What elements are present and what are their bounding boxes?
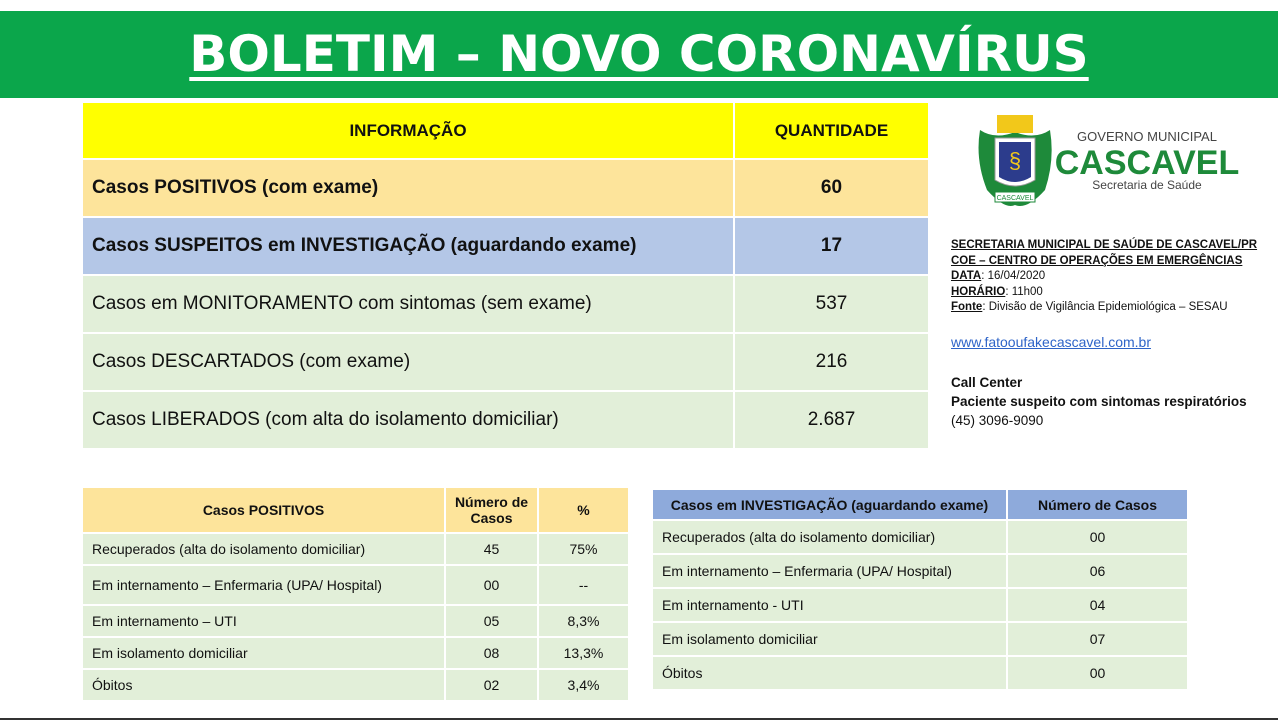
call-center-subtitle: Paciente suspeito com sintomas respirató… bbox=[951, 394, 1247, 409]
row-label: Em internamento – UTI bbox=[83, 606, 446, 638]
page-title: BOLETIM – NOVO CORONAVÍRUS bbox=[189, 25, 1089, 83]
table-row: Recuperados (alta do isolamento domicili… bbox=[653, 521, 1189, 555]
row-label: Óbitos bbox=[83, 670, 446, 702]
svg-text:§: § bbox=[1009, 148, 1021, 173]
row-label: Casos em MONITORAMENTO com sintomas (sem… bbox=[83, 276, 735, 334]
website-link[interactable]: www.fatooufakecascavel.com.br bbox=[951, 334, 1151, 350]
row-count: 00 bbox=[446, 566, 539, 606]
table-row: Em internamento – UTI 05 8,3% bbox=[83, 606, 630, 638]
row-value: 60 bbox=[735, 160, 930, 218]
table-row: Casos POSITIVOS (com exame) 60 bbox=[83, 160, 930, 218]
row-label: Em isolamento domiciliar bbox=[653, 623, 1008, 657]
bottom-divider bbox=[0, 718, 1278, 720]
cascavel-logo: § CASCAVEL GOVERNO MUNICIPAL CASCAVEL Se… bbox=[975, 110, 1245, 215]
row-percent: 13,3% bbox=[539, 638, 630, 670]
table-row: Em isolamento domiciliar 08 13,3% bbox=[83, 638, 630, 670]
investigation-cases-table: Casos em INVESTIGAÇÃO (aguardando exame)… bbox=[653, 490, 1189, 691]
svg-text:CASCAVEL: CASCAVEL bbox=[1055, 144, 1240, 182]
table-row: Em internamento - UTI 04 bbox=[653, 589, 1189, 623]
date-value: : 16/04/2020 bbox=[981, 270, 1046, 282]
table-row: Em isolamento domiciliar 07 bbox=[653, 623, 1189, 657]
table-row: Casos DESCARTADOS (com exame) 216 bbox=[83, 334, 930, 392]
main-summary-table: INFORMAÇÃO QUANTIDADE Casos POSITIVOS (co… bbox=[83, 103, 930, 450]
header-investigation: Casos em INVESTIGAÇÃO (aguardando exame) bbox=[653, 490, 1008, 521]
row-percent: -- bbox=[539, 566, 630, 606]
title-banner: BOLETIM – NOVO CORONAVÍRUS bbox=[0, 11, 1278, 98]
row-percent: 3,4% bbox=[539, 670, 630, 702]
call-center: Call Center Paciente suspeito com sintom… bbox=[951, 373, 1247, 430]
table-row: Casos em MONITORAMENTO com sintomas (sem… bbox=[83, 276, 930, 334]
table-row: Casos LIBERADOS (com alta do isolamento … bbox=[83, 392, 930, 450]
time-label: HORÁRIO bbox=[951, 285, 1006, 298]
row-label: Casos LIBERADOS (com alta do isolamento … bbox=[83, 392, 735, 450]
row-label: Casos DESCARTADOS (com exame) bbox=[83, 334, 735, 392]
source-value: : Divisão de Vigilância Epidemiológica –… bbox=[982, 301, 1228, 313]
table-row: Óbitos 02 3,4% bbox=[83, 670, 630, 702]
row-count: 45 bbox=[446, 534, 539, 566]
call-center-title: Call Center bbox=[951, 375, 1023, 390]
row-label: Em internamento – Enfermaria (UPA/ Hospi… bbox=[83, 566, 446, 606]
row-label: Em internamento - UTI bbox=[653, 589, 1008, 623]
table-row: Casos SUSPEITOS em INVESTIGAÇÃO (aguarda… bbox=[83, 218, 930, 276]
row-count: 05 bbox=[446, 606, 539, 638]
row-label: Recuperados (alta do isolamento domicili… bbox=[653, 521, 1008, 555]
row-label: Casos POSITIVOS (com exame) bbox=[83, 160, 735, 218]
row-label: Recuperados (alta do isolamento domicili… bbox=[83, 534, 446, 566]
svg-text:CASCAVEL: CASCAVEL bbox=[997, 195, 1034, 202]
row-count: 08 bbox=[446, 638, 539, 670]
row-value: 17 bbox=[735, 218, 930, 276]
table-row: Óbitos 00 bbox=[653, 657, 1189, 691]
header-percent: % bbox=[539, 488, 630, 534]
table-row: Recuperados (alta do isolamento domicili… bbox=[83, 534, 630, 566]
header-count: Número de Casos bbox=[446, 488, 539, 534]
source-label: Fonte bbox=[951, 301, 983, 313]
row-label: Óbitos bbox=[653, 657, 1008, 691]
org-name: SECRETARIA MUNICIPAL DE SAÚDE DE CASCAVE… bbox=[951, 239, 1258, 251]
time-value: : 11h00 bbox=[1005, 285, 1043, 298]
row-count: 06 bbox=[1008, 555, 1189, 589]
crest-icon: § CASCAVEL GOVERNO MUNICIPAL CASCAVEL Se… bbox=[978, 115, 1240, 206]
table-row: Em internamento – Enfermaria (UPA/ Hospi… bbox=[653, 555, 1189, 589]
row-label: Em isolamento domiciliar bbox=[83, 638, 446, 670]
row-value: 2.687 bbox=[735, 392, 930, 450]
header-quantity: QUANTIDADE bbox=[735, 103, 930, 160]
row-label: Em internamento – Enfermaria (UPA/ Hospi… bbox=[653, 555, 1008, 589]
svg-text:Secretaria de Saúde: Secretaria de Saúde bbox=[1092, 178, 1202, 192]
header-information: INFORMAÇÃO bbox=[83, 103, 735, 160]
positive-cases-table: Casos POSITIVOS Número de Casos% Recupera… bbox=[83, 488, 630, 702]
bulletin-info: SECRETARIA MUNICIPAL DE SAÚDE DE CASCAVE… bbox=[951, 238, 1257, 316]
table-row: Em internamento – Enfermaria (UPA/ Hospi… bbox=[83, 566, 630, 606]
row-value: 216 bbox=[735, 334, 930, 392]
svg-text:GOVERNO MUNICIPAL: GOVERNO MUNICIPAL bbox=[1077, 129, 1217, 144]
call-center-phone: (45) 3096-9090 bbox=[951, 413, 1044, 428]
row-count: 02 bbox=[446, 670, 539, 702]
row-count: 00 bbox=[1008, 657, 1189, 691]
row-label: Casos SUSPEITOS em INVESTIGAÇÃO (aguarda… bbox=[83, 218, 735, 276]
coe-name: COE – CENTRO DE OPERAÇÕES EM EMERGÊNCIAS bbox=[951, 254, 1243, 267]
row-percent: 8,3% bbox=[539, 606, 630, 638]
row-value: 537 bbox=[735, 276, 930, 334]
row-count: 00 bbox=[1008, 521, 1189, 555]
date-label: DATA bbox=[951, 270, 982, 282]
header-positive: Casos POSITIVOS bbox=[83, 488, 446, 534]
row-count: 07 bbox=[1008, 623, 1189, 657]
header-count: Número de Casos bbox=[1008, 490, 1189, 521]
row-percent: 75% bbox=[539, 534, 630, 566]
row-count: 04 bbox=[1008, 589, 1189, 623]
